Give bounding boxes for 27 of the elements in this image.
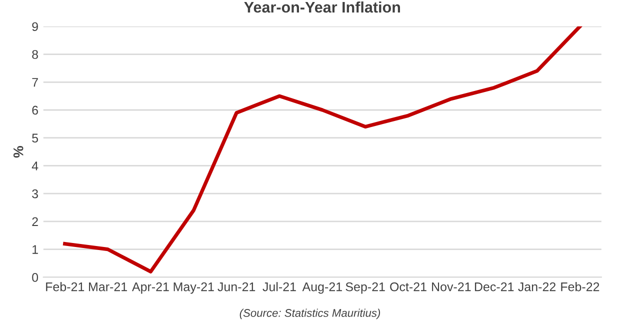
y-tick-label: 6 <box>32 106 38 115</box>
x-tick-label: Jun-21 <box>218 282 256 292</box>
x-tick-label: Aug-21 <box>302 282 342 294</box>
x-tick-label: Nov-21 <box>432 282 471 292</box>
y-axis-title: % <box>13 146 24 158</box>
x-tick-label: Feb-21 <box>46 282 84 292</box>
y-tick-label: 5 <box>32 134 38 143</box>
x-tick-label: Jul-21 <box>262 282 296 292</box>
y-tick-label: 7 <box>32 78 38 87</box>
y-tick-label: 9 <box>32 22 38 32</box>
chart-title: Year-on-Year Inflation <box>244 1 400 13</box>
y-tick-label: 8 <box>32 50 38 59</box>
y-tick-label: 0 <box>32 273 38 282</box>
y-tick-label: 3 <box>32 189 38 198</box>
x-tick-label: Feb-22 <box>561 282 600 292</box>
x-tick-label: Sep-21 <box>346 282 385 294</box>
x-tick-label: Apr-21 <box>132 282 169 294</box>
text: (Source: Statistics Mauritius) <box>240 308 380 320</box>
x-tick-label: Dec-21 <box>474 282 514 292</box>
x-tick-label: May-21 <box>174 282 214 294</box>
y-tick-label: 2 <box>32 217 38 226</box>
x-tick-label: Mar-21 <box>89 282 127 292</box>
x-tick-label: Jan-22 <box>518 282 556 292</box>
y-tick-label: 1 <box>32 245 38 254</box>
line-series <box>63 26 582 274</box>
x-tick-label: Oct-21 <box>390 282 426 292</box>
y-tick-label: 4 <box>32 162 38 170</box>
